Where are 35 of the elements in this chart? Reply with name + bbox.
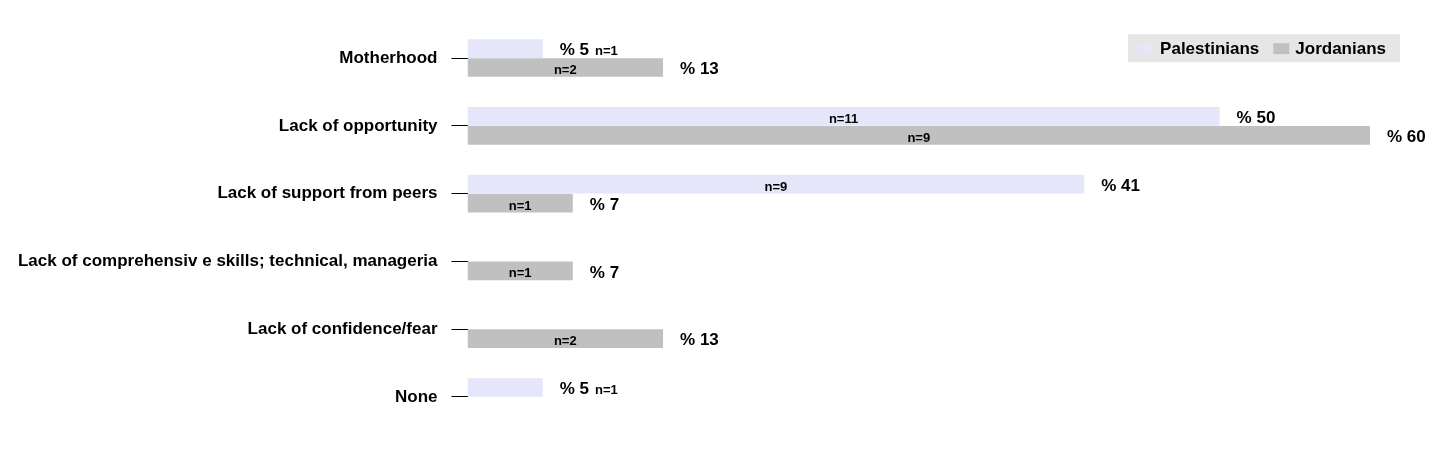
- bar: [467, 378, 543, 397]
- annotation: n=1: [508, 197, 532, 213]
- annotation: n=2: [553, 333, 577, 349]
- annotation: n=1: [508, 265, 532, 281]
- annotation: n=2: [553, 62, 577, 78]
- y-tick-label: Lack of confidence/fear: [247, 318, 438, 338]
- data-label: % 5: [559, 379, 590, 399]
- data-label: % 41: [1101, 175, 1140, 195]
- bar: [467, 58, 664, 77]
- data-label: % 7: [589, 262, 620, 282]
- y-tick-label: Lack of opportunity: [278, 115, 439, 135]
- data-label: % 50: [1236, 108, 1276, 128]
- bar: [467, 107, 1220, 126]
- annotation: n=1: [595, 43, 618, 59]
- bar: [467, 39, 543, 58]
- bar: [467, 174, 1085, 194]
- data-label: % 13: [680, 59, 719, 79]
- y-tick-label: None: [395, 386, 438, 406]
- y-tick-label: Motherhood: [339, 47, 438, 67]
- legend-label: Jordanians: [1295, 38, 1387, 58]
- data-label: % 7: [589, 194, 620, 214]
- bar: [467, 126, 1370, 145]
- annotation: n=9: [907, 129, 931, 145]
- data-label: % 60: [1387, 127, 1426, 147]
- y-tick-label: Lack of support from peers: [217, 183, 438, 203]
- annotation: n=1: [595, 382, 618, 398]
- legend-label: Palestinians: [1160, 38, 1260, 58]
- data-label: % 5: [559, 40, 590, 60]
- y-tick-label: Lack of comprehensiv e skills; technical, manageria: [17, 251, 439, 271]
- annotation: n=11: [828, 110, 859, 126]
- bar: [467, 329, 664, 348]
- bar: [467, 193, 573, 213]
- annotation: n=9: [764, 178, 788, 194]
- bar: [467, 261, 573, 281]
- data-label: % 13: [680, 330, 719, 350]
